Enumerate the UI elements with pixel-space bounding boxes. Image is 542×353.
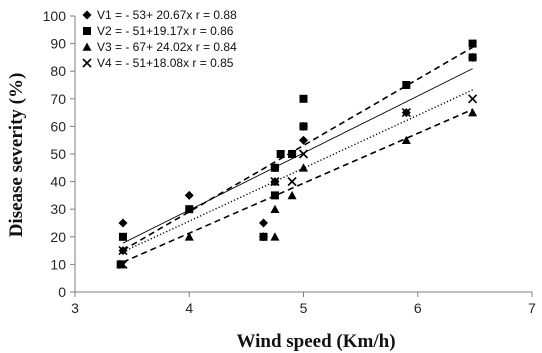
y-tick-label: 80 <box>50 63 66 79</box>
x-marker-stroke <box>270 177 280 187</box>
y-axis-label: Disease severity (%) <box>6 73 27 238</box>
y-tick-label: 50 <box>50 146 66 162</box>
x-tick-label: 6 <box>414 300 422 316</box>
point-v2 <box>299 94 308 103</box>
x-marker-stroke <box>118 246 128 256</box>
legend-marker-v3 <box>82 42 92 51</box>
legend-label-v1: V1 = - 53+ 20.67x r = 0.88 <box>97 8 237 22</box>
y-tick-label: 0 <box>58 284 66 300</box>
y-tick-label: 90 <box>50 36 66 52</box>
y-tick-label: 40 <box>50 174 66 190</box>
point-v2 <box>299 122 308 131</box>
regression-line-v1 <box>122 68 473 244</box>
point-v2 <box>118 232 127 241</box>
legend-marker-v4 <box>82 58 92 68</box>
regression-line-v4 <box>122 108 473 263</box>
y-tick-label: 70 <box>50 91 66 107</box>
point-v3 <box>401 135 411 144</box>
x-marker-stroke <box>82 58 92 68</box>
y-tick-label: 100 <box>43 8 67 24</box>
point-v4 <box>401 108 411 118</box>
point-v4 <box>287 177 297 187</box>
point-v4 <box>118 259 128 269</box>
point-v2 <box>468 39 477 48</box>
x-marker-stroke <box>468 94 478 104</box>
x-marker-stroke <box>298 149 309 159</box>
legend-label-v3: V3 = - 67+ 24.02x r = 0.84 <box>97 40 237 54</box>
x-tick-label: 3 <box>71 300 79 316</box>
data-points <box>116 39 478 269</box>
legend: V1 = - 53+ 20.67x r = 0.88 V2 = - 51+19.1… <box>82 8 237 70</box>
point-v2 <box>468 53 477 62</box>
y-tick-label: 20 <box>50 229 66 245</box>
x-tick-label: 5 <box>300 300 308 316</box>
point-v2 <box>185 205 194 214</box>
point-v1 <box>118 218 128 228</box>
legend-marker-v1 <box>82 10 92 20</box>
x-marker-stroke <box>287 177 297 187</box>
point-v1 <box>259 218 269 228</box>
legend-marker-v2 <box>83 27 91 35</box>
point-v2 <box>270 163 279 172</box>
point-v3 <box>299 163 308 172</box>
point-v4 <box>298 149 309 159</box>
y-tick-label: 30 <box>50 201 66 217</box>
point-v2 <box>259 232 268 241</box>
point-v3 <box>184 232 194 241</box>
point-v2 <box>288 150 297 158</box>
point-v1 <box>299 135 308 145</box>
regression-line-v2 <box>122 89 473 253</box>
point-v3 <box>116 259 126 269</box>
x-tick-label: 4 <box>185 300 193 316</box>
point-v2 <box>402 81 411 89</box>
y-tick-label: 10 <box>50 256 66 272</box>
point-v3 <box>270 204 280 213</box>
x-marker-stroke <box>401 108 411 118</box>
x-tick-label: 7 <box>528 300 536 316</box>
point-v2 <box>270 191 279 200</box>
legend-label-v2: V2 = - 51+19.17x r = 0.86 <box>97 24 234 38</box>
point-v4 <box>468 94 478 104</box>
regression-lines <box>122 46 473 263</box>
x-marker-stroke <box>118 259 128 269</box>
regression-line-v3 <box>122 46 473 251</box>
point-v2 <box>276 150 285 158</box>
y-tick-label: 60 <box>50 118 66 134</box>
point-v3 <box>287 190 297 200</box>
point-v4 <box>270 177 280 187</box>
point-v3 <box>270 232 280 241</box>
axes: 0 10 20 30 40 50 60 70 80 90 100 3 4 5 6 7 <box>43 8 536 316</box>
point-v3 <box>468 108 478 117</box>
point-v4 <box>118 246 128 256</box>
x-axis-label: Wind speed (Km/h) <box>236 331 395 352</box>
point-v1 <box>184 190 194 200</box>
legend-label-v4: V4 = - 51+18.08x r = 0.85 <box>97 56 234 70</box>
